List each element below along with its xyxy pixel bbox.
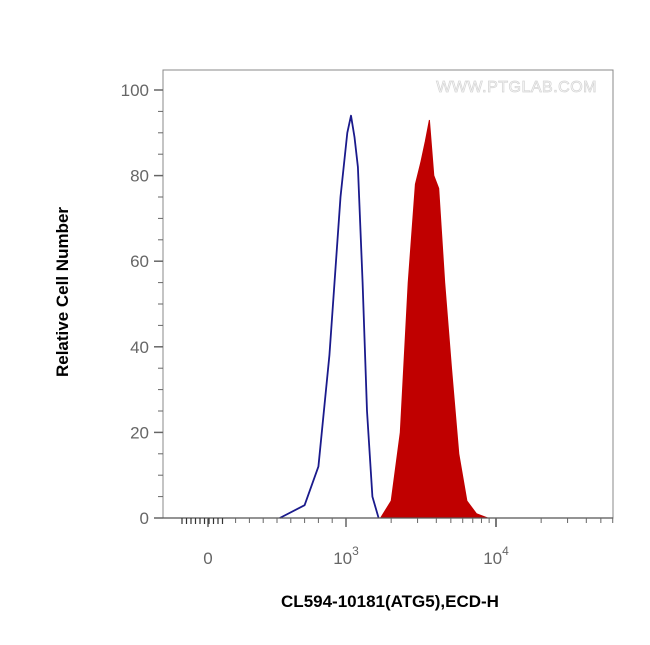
y-tick-label: 60 — [130, 252, 149, 271]
plot-frame — [162, 69, 614, 519]
histogram-series-filled — [379, 119, 488, 519]
x-tick-label: 104 — [483, 544, 509, 568]
watermark-text: WWW.PTGLAB.COM — [436, 79, 597, 96]
y-tick-label: 100 — [121, 81, 149, 100]
y-axis-title: Relative Cell Number — [53, 207, 72, 377]
x-tick-label: 0 — [203, 549, 212, 568]
y-tick-label: 80 — [130, 167, 149, 186]
y-tick-label: 20 — [130, 423, 149, 442]
x-axis-title: CL594-10181(ATG5),ECD-H — [281, 592, 499, 611]
histogram-series-outline — [279, 114, 380, 519]
y-tick-label: 40 — [130, 338, 149, 357]
y-tick-label: 0 — [140, 509, 149, 528]
x-tick-label: 103 — [333, 544, 359, 568]
